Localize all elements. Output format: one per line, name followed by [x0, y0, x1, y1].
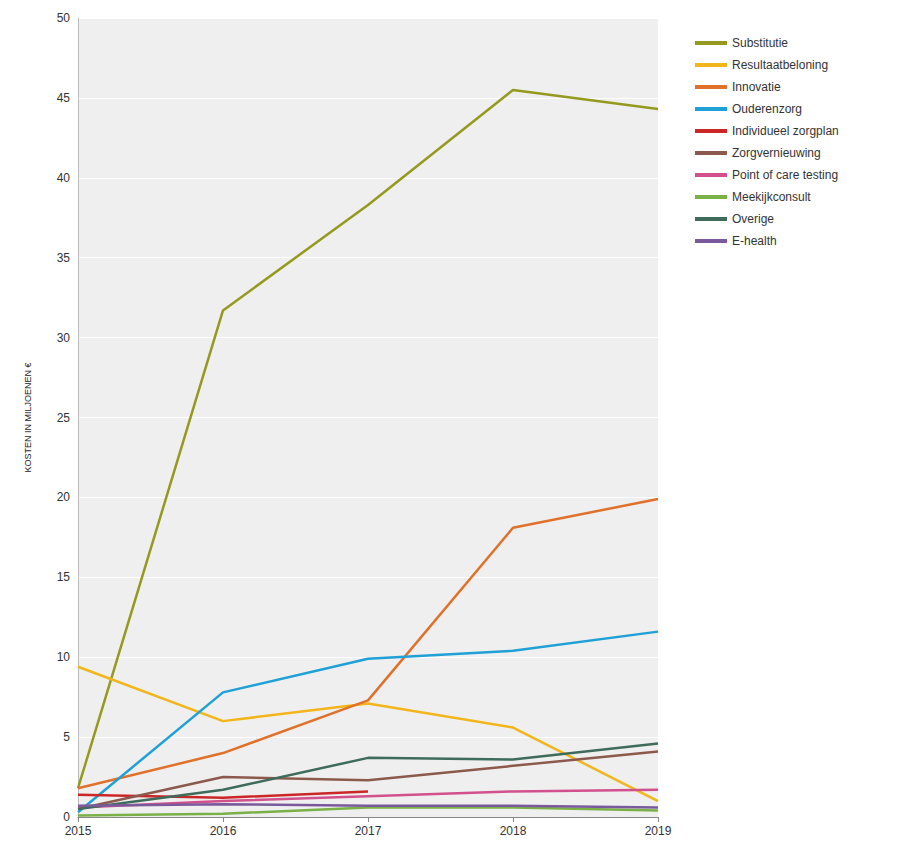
svg-text:Individueel zorgplan: Individueel zorgplan: [732, 124, 839, 138]
svg-text:2019: 2019: [645, 824, 672, 838]
svg-text:Innovatie: Innovatie: [732, 80, 781, 94]
svg-text:15: 15: [57, 570, 71, 584]
svg-text:2015: 2015: [65, 824, 92, 838]
svg-text:10: 10: [57, 650, 71, 664]
svg-text:50: 50: [57, 11, 71, 25]
svg-text:40: 40: [57, 171, 71, 185]
svg-text:Overige: Overige: [732, 212, 774, 226]
svg-text:Substitutie: Substitutie: [732, 36, 788, 50]
svg-text:Zorgvernieuwing: Zorgvernieuwing: [732, 146, 821, 160]
svg-text:2016: 2016: [210, 824, 237, 838]
svg-text:Meekijkconsult: Meekijkconsult: [732, 190, 811, 204]
svg-text:30: 30: [57, 331, 71, 345]
svg-text:25: 25: [57, 411, 71, 425]
svg-text:45: 45: [57, 91, 71, 105]
svg-text:Point of care testing: Point of care testing: [732, 168, 838, 182]
svg-text:0: 0: [63, 810, 70, 824]
svg-text:2017: 2017: [355, 824, 382, 838]
svg-text:35: 35: [57, 251, 71, 265]
svg-text:Resultaatbeloning: Resultaatbeloning: [732, 58, 828, 72]
svg-text:Ouderenzorg: Ouderenzorg: [732, 102, 802, 116]
svg-text:20: 20: [57, 490, 71, 504]
svg-text:2018: 2018: [500, 824, 527, 838]
svg-text:5: 5: [63, 730, 70, 744]
svg-text:E-health: E-health: [732, 234, 777, 248]
svg-text:KOSTEN IN MILJOENEN €: KOSTEN IN MILJOENEN €: [23, 362, 33, 472]
